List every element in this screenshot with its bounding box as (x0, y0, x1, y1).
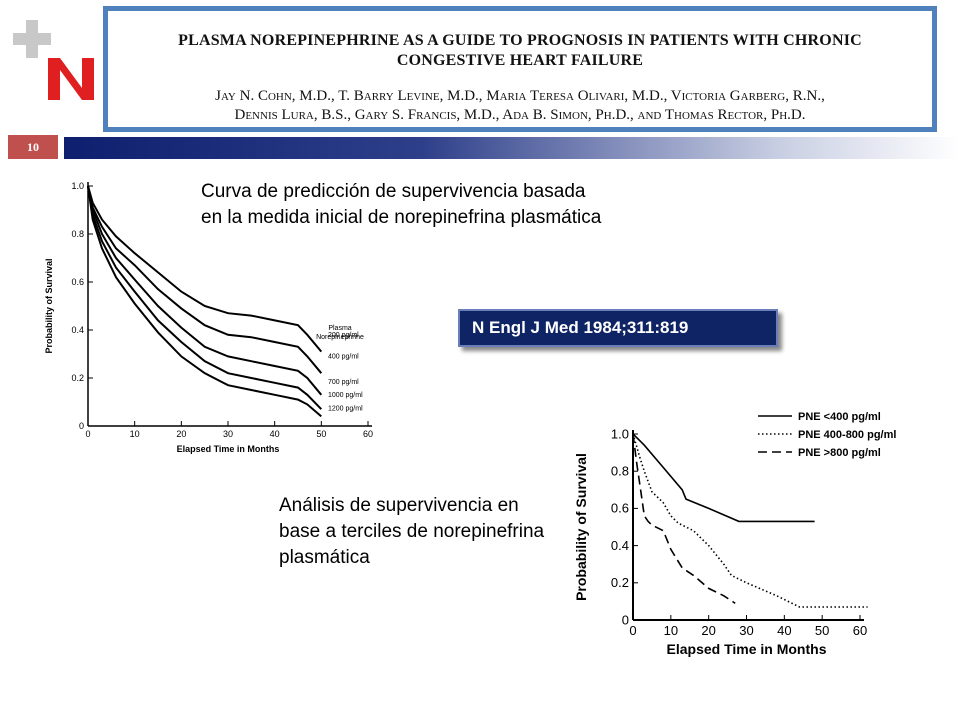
series-line-0 (632, 433, 815, 523)
y-axis-label: Probability of Survival (44, 258, 54, 353)
tercile-survival-chart: 0 10 20 30 40 50 60 0 0.2 0.4 0.6 0.8 1.0 Elapsed Tim… (573, 411, 896, 657)
y-tick-label: 1.0 (71, 181, 84, 191)
paper-title-line1: PLASMA NOREPINEPHRINE AS A GUIDE TO PROG… (178, 32, 862, 49)
legend-title: Plasma (328, 325, 351, 332)
series-line-3 (87, 185, 323, 410)
legend-label: PNE >800 pg/ml (798, 447, 881, 459)
x-tick-label: 0 (629, 623, 636, 638)
legend-label: PNE <400 pg/ml (798, 411, 881, 423)
paper-title-line2: CONGESTIVE HEART FAILURE (396, 52, 644, 69)
x-tick-label: 20 (701, 623, 715, 638)
x-tick-label: 0 (85, 429, 90, 439)
series-line-4 (87, 185, 322, 418)
y-tick-label: 0.4 (71, 325, 84, 335)
series-line-1 (87, 185, 323, 374)
y-tick-label: 0.8 (611, 464, 629, 479)
y-tick-label: 0 (79, 421, 84, 431)
paper-authors-line1: Jay N. Cohn, M.D., T. Barry Levine, M.D.… (215, 88, 825, 104)
series-line-2 (632, 433, 736, 604)
x-tick-label: 50 (316, 429, 326, 439)
x-tick-label: 10 (130, 429, 140, 439)
y-tick-label: 0.6 (611, 501, 629, 516)
x-tick-label: 30 (223, 429, 233, 439)
series-label: 400 pg/ml (328, 353, 359, 360)
caption-tercile-analysis: Análisis de supervivencia en base a terc… (279, 495, 545, 568)
paper-authors-line2: Dennis Lura, B.S., Gary S. Francis, M.D.… (234, 107, 806, 123)
x-tick-label: 60 (363, 429, 373, 439)
journal-reference: N Engl J Med 1984;311:819 (458, 309, 778, 347)
y-tick-label: 0.6 (71, 277, 84, 287)
series-label: 700 pg/ml (328, 379, 359, 386)
y-tick-label: 0.4 (611, 538, 629, 553)
series-label: 1200 pg/ml (328, 405, 363, 412)
x-axis-label: Elapsed Time in Months (667, 641, 827, 657)
y-tick-label: 0 (622, 612, 629, 627)
y-tick-label: 0.8 (71, 229, 84, 239)
y-tick-label: 1.0 (611, 426, 629, 441)
paper-header: PLASMA NOREPINEPHRINE AS A GUIDE TO PROG… (103, 6, 937, 132)
caption-prediction-curve: Curva de predicción de supervivencia bas… (201, 181, 602, 228)
series-line-1 (632, 433, 868, 608)
slide-header-bar (64, 137, 960, 159)
survival-prediction-chart: 0 10 20 30 40 50 60 0 0.2 0.4 0.6 0.8 1.0 Elapsed Tim… (44, 181, 373, 454)
slide-number: 10 (8, 135, 58, 159)
series-label: 1000 pg/ml (328, 392, 363, 399)
paper-title: PLASMA NOREPINEPHRINE AS A GUIDE TO PROG… (108, 31, 932, 71)
x-tick-label: 10 (664, 623, 678, 638)
x-tick-label: 20 (176, 429, 186, 439)
legend-title: Norepinephrine (316, 334, 364, 341)
y-tick-label: 0.2 (611, 575, 629, 590)
x-tick-label: 40 (777, 623, 791, 638)
legend-label: PNE 400-800 pg/ml (798, 429, 896, 441)
x-tick-label: 60 (853, 623, 867, 638)
series-line-0 (87, 185, 323, 353)
plus-n-logo-icon (10, 18, 100, 108)
series-label: 200 pg/ml (328, 332, 359, 339)
x-axis-label: Elapsed Time in Months (177, 444, 280, 454)
x-tick-label: 30 (739, 623, 753, 638)
x-tick-label: 50 (815, 623, 829, 638)
y-axis-label: Probability of Survival (573, 453, 589, 601)
paper-authors: Jay N. Cohn, M.D., T. Barry Levine, M.D.… (108, 87, 932, 125)
series-line-2 (87, 185, 323, 396)
x-tick-label: 40 (270, 429, 280, 439)
y-tick-label: 0.2 (71, 373, 84, 383)
